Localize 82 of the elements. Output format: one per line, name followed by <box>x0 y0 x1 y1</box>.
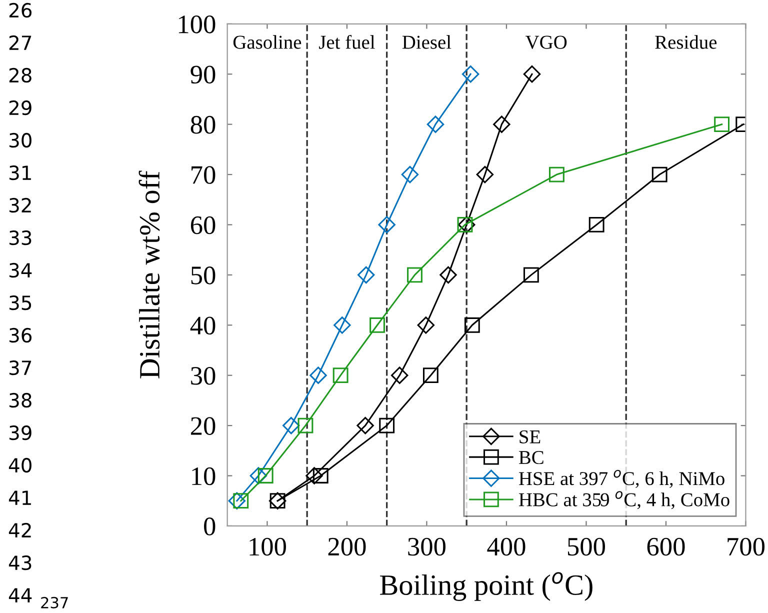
text: 40 <box>8 458 32 473</box>
text: 32 <box>9 198 31 213</box>
point <box>440 266 457 284</box>
point <box>464 317 480 333</box>
x-tick-label: 700 <box>728 538 765 556</box>
text: 34 <box>9 262 32 278</box>
point <box>370 317 385 333</box>
text: 43 <box>8 555 32 570</box>
annotation: VGO <box>526 36 567 49</box>
point <box>332 368 348 384</box>
annotation: Diesel <box>402 35 452 49</box>
point <box>378 216 396 234</box>
y-tick-label: 0 <box>204 518 216 536</box>
text: 39 <box>9 425 32 440</box>
text: 42 <box>8 522 31 538</box>
point <box>233 493 249 509</box>
text: 28 <box>9 68 32 83</box>
point <box>401 166 419 184</box>
point <box>306 467 323 484</box>
point <box>356 416 374 434</box>
annotation: Gasoline <box>233 35 302 49</box>
point <box>312 468 328 484</box>
y-tick-label: 70 <box>192 166 216 184</box>
point <box>422 368 438 384</box>
text: 30 <box>9 132 32 148</box>
point <box>282 416 300 434</box>
point <box>426 116 444 133</box>
point <box>714 116 730 132</box>
point <box>228 492 246 510</box>
point <box>652 166 668 182</box>
x-tick-label: 500 <box>568 538 606 556</box>
y-tick-label: 20 <box>190 417 216 435</box>
x-tick-label: 300 <box>408 538 446 556</box>
text: 37 <box>9 360 32 376</box>
annotation: Jet fuel <box>319 34 375 49</box>
point <box>476 166 494 184</box>
text: 38 <box>9 392 32 408</box>
x-tick-label: 200 <box>328 538 366 556</box>
x-tick-label: 600 <box>647 538 685 556</box>
y-tick-label: 90 <box>190 66 216 84</box>
text: 36 <box>9 328 32 343</box>
text: 237 <box>41 596 68 608</box>
point <box>390 366 408 384</box>
point <box>588 217 604 232</box>
legend-label: BC <box>518 450 544 464</box>
text: 35 <box>9 295 32 310</box>
point <box>462 65 480 83</box>
point <box>334 316 351 334</box>
x-tick-label: 100 <box>250 538 286 556</box>
x-tick-label: 400 <box>487 538 526 556</box>
text: 33 <box>9 230 32 246</box>
point <box>250 467 268 484</box>
x-axis-title: Boiling point ($^{o}$C) <box>380 572 592 601</box>
point <box>549 166 564 182</box>
y-tick-label: 100 <box>178 16 216 34</box>
y-tick-label: 60 <box>190 216 216 234</box>
y-tick-label: 50 <box>191 266 216 284</box>
text: 27 <box>9 35 32 50</box>
y-tick-label: 30 <box>191 366 216 385</box>
point <box>298 418 314 434</box>
y-axis-title: Distillate wt% off <box>138 170 160 378</box>
point <box>523 267 539 283</box>
text: 26 <box>9 2 32 18</box>
point <box>379 418 395 434</box>
point <box>493 116 510 133</box>
text: 29 <box>9 100 32 116</box>
legend-label: HBC at 359 $^{o}$C, 4 h, CoMo <box>518 491 730 510</box>
annotation: Residue <box>655 35 717 49</box>
y-tick-label: 10 <box>192 467 216 486</box>
y-tick-label: 80 <box>190 116 216 134</box>
legend-label: HSE at 397 $^{o}$C, 6 h, NiMo <box>518 470 724 488</box>
legend-label: SE <box>520 430 540 444</box>
point <box>417 316 435 334</box>
point <box>258 468 274 484</box>
text: 41 <box>8 490 31 505</box>
point <box>407 267 422 283</box>
point <box>357 266 375 284</box>
point <box>523 65 541 83</box>
text: 44 <box>8 588 32 602</box>
point <box>310 366 327 384</box>
text: 31 <box>9 165 31 180</box>
y-tick-label: 40 <box>190 316 216 335</box>
